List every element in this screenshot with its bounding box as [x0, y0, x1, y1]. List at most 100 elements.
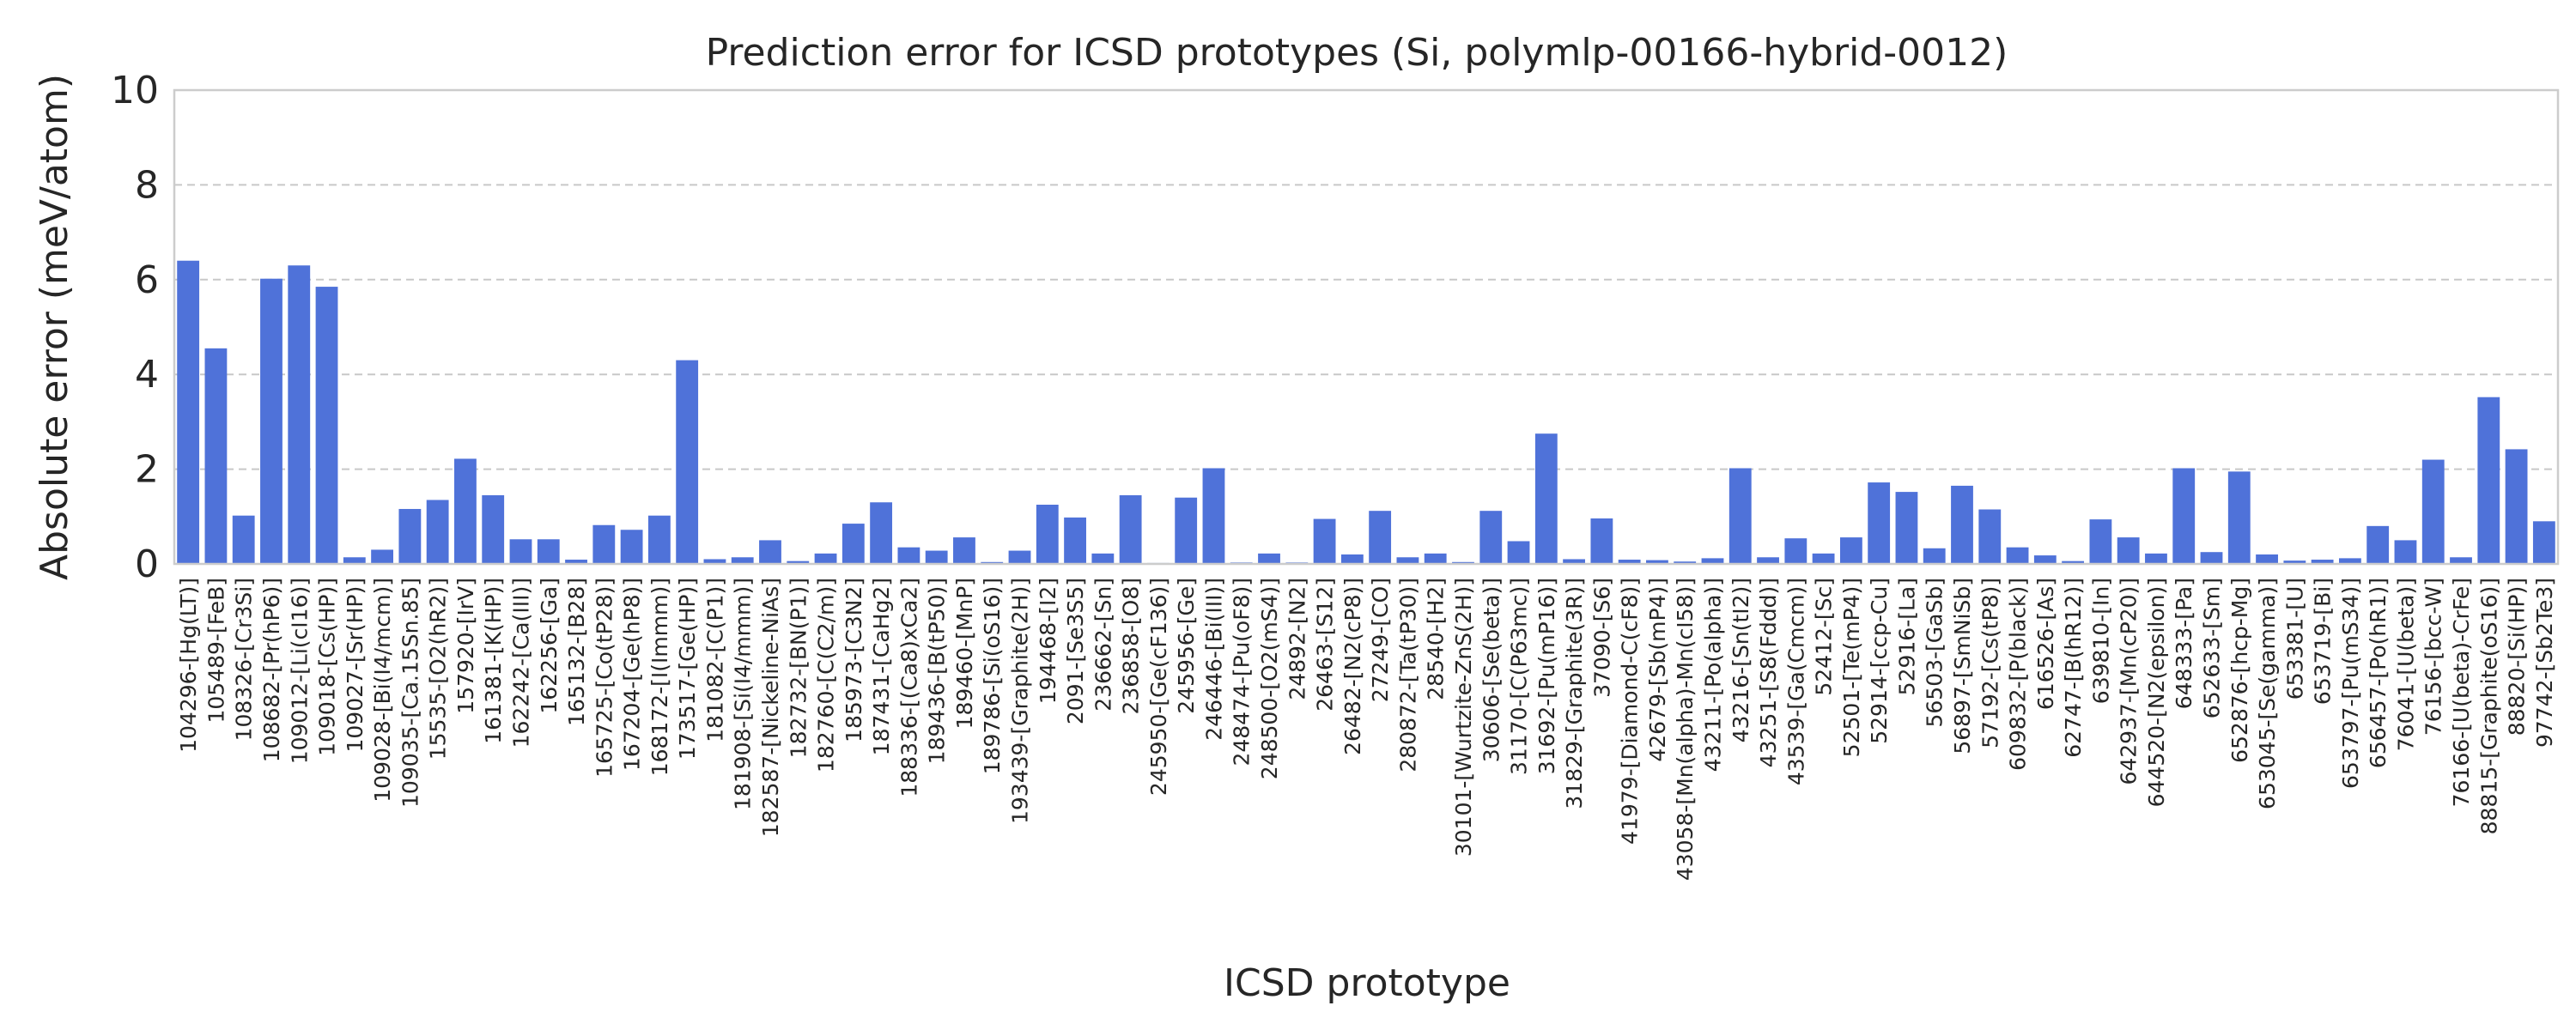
- bar: [1674, 561, 1697, 564]
- bar: [787, 560, 810, 564]
- x-tick-label: 57192-[Cs(tP8)]: [1978, 578, 2002, 748]
- x-tick-label: 26482-[N2(cP8)]: [1340, 578, 1365, 755]
- x-tick-label: 109027-[Sr(HP)]: [343, 578, 368, 753]
- x-tick-label: 653719-[Bi]: [2311, 578, 2336, 705]
- y-tick-label: 8: [135, 163, 159, 207]
- x-tick-label: 162242-[Ca(III)]: [508, 578, 533, 748]
- bar: [2283, 560, 2306, 564]
- bars: [177, 260, 2555, 564]
- y-tick-label: 6: [135, 258, 159, 302]
- x-tick-label: 656457-[Po(hR1)]: [2366, 578, 2391, 768]
- bar: [2200, 552, 2223, 564]
- bar: [1119, 494, 1142, 564]
- bar: [1757, 557, 1779, 564]
- y-tick-label: 0: [135, 542, 159, 586]
- bar: [1036, 505, 1059, 564]
- bar: [2089, 519, 2112, 564]
- bar: [2366, 525, 2390, 564]
- x-tick-label: 189786-[Si(oS16)]: [980, 578, 1005, 774]
- plot-frame: [173, 88, 2560, 566]
- bar: [1784, 538, 1807, 564]
- bar: [426, 500, 449, 564]
- bar: [1978, 509, 2002, 564]
- x-tick-label: 245956-[Ge]: [1174, 578, 1199, 714]
- x-tick-label: 644520-[N2(epsilon)]: [2144, 578, 2169, 807]
- bar: [1008, 550, 1031, 564]
- bar: [232, 515, 255, 564]
- gridlines: [174, 184, 2558, 470]
- x-tick-label: 108682-[Pr(hP6)]: [259, 578, 284, 762]
- bar: [2311, 560, 2334, 564]
- bar: [1812, 553, 1835, 564]
- bar: [2062, 560, 2085, 564]
- x-tick-label: 185973-[C3N2]: [841, 578, 866, 742]
- x-tick-label: 43211-[Po(alpha)]: [1700, 578, 1725, 772]
- bar: [1868, 482, 1891, 564]
- bar: [1534, 433, 1558, 564]
- x-tick-label: 182760-[C(C2/m)]: [814, 578, 839, 772]
- x-tick-label: 245950-[Ge(cF136)]: [1146, 578, 1171, 796]
- bar: [925, 550, 948, 564]
- x-tick-label: 248474-[Pu(oF8)]: [1230, 578, 1255, 766]
- x-tick-label: 181082-[C(P1)]: [702, 578, 727, 742]
- bar: [565, 560, 587, 564]
- x-tick-label: 30606-[Se(beta)]: [1479, 578, 1504, 762]
- x-tick-label: 182587-[Nickeline-NiAs]: [758, 578, 783, 837]
- bar: [2172, 468, 2196, 564]
- x-tick-label: 189436-[B(tP50)]: [925, 578, 950, 764]
- x-tick-label: 109012-[Li(cI16)]: [287, 578, 312, 764]
- bar: [2033, 555, 2057, 564]
- x-tick-label: 105489-[FeB]: [204, 578, 228, 724]
- x-tick-label: 76156-[bcc-W]: [2421, 578, 2446, 736]
- x-tick-label: 41979-[Diamond-C(cF8)]: [1618, 578, 1643, 845]
- bar: [537, 539, 560, 564]
- bar: [1646, 560, 1668, 564]
- bar: [1618, 560, 1641, 564]
- bar: [2145, 553, 2167, 564]
- x-tick-label: 31829-[Graphite(3R)]: [1562, 578, 1587, 809]
- bar: [1313, 518, 1336, 564]
- x-tick-label: 52916-[La]: [1894, 578, 1919, 695]
- bar: [620, 530, 643, 564]
- bar: [2421, 459, 2445, 564]
- bar: [1839, 537, 1862, 564]
- x-tick-label: 188336-[(Ca8)xCa2]: [896, 578, 921, 797]
- x-tick-label: 27249-[CO]: [1368, 578, 1393, 702]
- x-tick-label: 161381-[K(HP)]: [481, 578, 506, 744]
- bar: [2117, 537, 2140, 564]
- bar: [1340, 554, 1364, 564]
- bar: [398, 508, 422, 564]
- bar: [1479, 511, 1503, 564]
- x-tick-label: 30101-[Wurtzite-ZnS(2H)]: [1451, 578, 1476, 857]
- x-tick-label: 165132-[B28]: [564, 578, 589, 726]
- x-tick-label: 236858-[O8]: [1119, 578, 1144, 715]
- bar: [1369, 511, 1392, 564]
- x-tick-label: 42679-[Sb(mP4)]: [1645, 578, 1670, 762]
- bar: [953, 537, 975, 564]
- bar: [1728, 468, 1752, 564]
- y-tick-label: 4: [135, 353, 159, 397]
- x-tick-label: 43251-[S8(Fddd)]: [1756, 578, 1781, 767]
- x-tick-label: 639810-[In]: [2088, 578, 2113, 704]
- bar: [1590, 518, 1613, 564]
- x-tick-label: 43058-[Mn(alpha)-Mn(cI58)]: [1673, 578, 1698, 881]
- x-tick-label: 653797-[Pu(mS34)]: [2338, 578, 2363, 789]
- x-tick-label: 653045-[Se(gamma)]: [2255, 578, 2280, 809]
- x-tick-label: 165725-[Co(tP28)]: [592, 578, 617, 778]
- bar: [1091, 553, 1115, 564]
- x-tick-label: 157920-[IrV]: [453, 578, 478, 714]
- bar: [177, 260, 200, 564]
- bar: [1923, 548, 1946, 564]
- x-tick-label: 2091-[Se3S5]: [1063, 578, 1088, 724]
- x-tick-label: 52501-[Te(mP4)]: [1839, 578, 1864, 757]
- x-tick-label: 108326-[Cr3Si]: [232, 578, 257, 741]
- bar: [1701, 558, 1724, 564]
- x-tick-label: 167204-[Ge(hP8)]: [620, 578, 645, 771]
- bar: [2006, 547, 2029, 564]
- bar: [509, 539, 532, 564]
- x-tick-label: 31692-[Pu(mP16)]: [1534, 578, 1559, 774]
- x-tick-label: 616526-[As]: [2033, 578, 2058, 710]
- x-tick-label: 193439-[Graphite(2H)]: [1008, 578, 1033, 824]
- bar: [703, 559, 726, 564]
- bar: [454, 458, 477, 564]
